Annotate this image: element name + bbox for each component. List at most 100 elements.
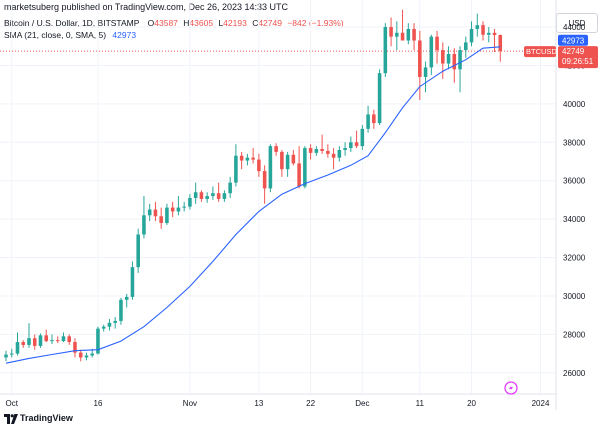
candle-body	[331, 153, 336, 158]
candle-down	[481, 21, 485, 41]
candle-body	[481, 25, 485, 35]
time-tick-label: 16	[94, 399, 103, 408]
candle-body	[274, 146, 278, 152]
currency-button[interactable]: USD	[556, 13, 598, 33]
flash-icon[interactable]	[504, 381, 518, 395]
candle-up	[188, 194, 192, 210]
candle-up	[142, 196, 146, 239]
candle-down	[400, 9, 405, 41]
candle-body	[32, 338, 37, 346]
candle-down	[21, 340, 26, 348]
time-tick-label: Dec	[355, 399, 369, 408]
candle-up	[165, 203, 169, 225]
candle-body	[55, 340, 60, 342]
open-value: 43587	[154, 18, 178, 28]
candle-body	[205, 196, 209, 199]
candle-up	[228, 176, 232, 198]
candle-body	[406, 28, 411, 41]
candle-body	[377, 73, 382, 124]
candle-up	[285, 151, 290, 177]
candle-down	[78, 349, 83, 362]
candle-up	[303, 146, 307, 189]
change-value: −842 (−1.93%)	[287, 18, 344, 28]
grid	[0, 0, 556, 394]
candle-body	[136, 234, 140, 268]
time-tick-label: 13	[254, 399, 263, 408]
price-chart[interactable]: 4400042000400003800036000340003200030000…	[0, 0, 605, 410]
candle-body	[418, 40, 422, 77]
candle-down	[274, 143, 278, 156]
candle-body	[78, 352, 83, 358]
candle-down	[372, 109, 376, 129]
ticker-price-tag: BTCUSD	[524, 46, 557, 58]
candle-down	[498, 34, 503, 62]
candle-body	[383, 27, 388, 74]
candle-up	[15, 332, 20, 356]
candle-body	[153, 209, 158, 217]
candle-body	[96, 328, 100, 354]
candle-body	[354, 142, 359, 147]
candle-body	[15, 342, 20, 354]
candle-body	[308, 148, 313, 153]
candle-up	[337, 146, 342, 162]
ohlc-legend: Bitcoin / U.S. Dollar, 1D, BITSTAMP O435…	[4, 18, 344, 28]
candle-up	[84, 352, 89, 361]
candle-down	[441, 42, 445, 79]
candle-up	[377, 69, 382, 126]
candle-body	[429, 36, 434, 68]
candle-up	[349, 136, 353, 152]
candle-up	[245, 153, 250, 166]
candle-down	[418, 30, 422, 101]
candle-body	[486, 32, 491, 35]
candle-body	[170, 207, 175, 212]
sma-legend[interactable]: SMA (21, close, 0, SMA, 5) 42973	[4, 30, 136, 40]
candle-body	[446, 53, 451, 64]
candle-up	[429, 34, 434, 76]
candle-body	[337, 149, 342, 158]
sma-label: SMA (21, close, 0, SMA, 5)	[4, 30, 107, 40]
candle-down	[257, 153, 261, 177]
candle-down	[280, 149, 284, 177]
candle-body	[159, 216, 163, 223]
symbol-description[interactable]: Bitcoin / U.S. Dollar, 1D, BITSTAMP	[4, 18, 140, 28]
price-tick-label: 36000	[563, 177, 586, 186]
candle-up	[366, 105, 370, 133]
time-tick-label: Oct	[6, 399, 19, 408]
candle-up	[136, 228, 140, 273]
candle-up	[96, 326, 100, 355]
time-axis[interactable]: Oct 16 Nov 13 22 Dec 11 20 2024	[6, 399, 550, 408]
candle-down	[159, 207, 163, 229]
candle-up	[119, 297, 123, 325]
price-tick-label: 26000	[563, 369, 586, 378]
candles	[4, 9, 503, 362]
price-tick-label: 34000	[563, 215, 586, 224]
candle-down	[354, 130, 359, 149]
candle-up	[107, 319, 112, 331]
time-tick-label: 20	[467, 399, 476, 408]
close-value: 42749	[258, 18, 282, 28]
price-axis[interactable]: 4400042000400003800036000340003200030000…	[563, 23, 586, 378]
candle-body	[182, 206, 186, 208]
candle-up	[130, 261, 135, 300]
candle-body	[423, 67, 428, 77]
candle-body	[498, 34, 503, 52]
last-price-text: 42749	[562, 47, 585, 56]
candle-up	[113, 317, 117, 329]
candle-up	[147, 203, 152, 222]
candle-body	[90, 353, 94, 356]
candle-body	[366, 114, 370, 129]
candle-body	[44, 335, 49, 342]
low-value: 42193	[223, 18, 247, 28]
open-label: O	[147, 18, 155, 28]
footer: TradingView	[0, 410, 605, 429]
candle-body	[234, 155, 238, 183]
candle-body	[239, 155, 244, 161]
price-tick-label: 28000	[563, 330, 586, 339]
candle-body	[458, 50, 462, 70]
candle-up	[182, 201, 186, 212]
candle-up	[469, 21, 474, 47]
candle-up	[9, 348, 14, 358]
high-value: 43605	[189, 18, 214, 28]
candle-up	[193, 182, 198, 204]
candle-up	[423, 61, 428, 93]
